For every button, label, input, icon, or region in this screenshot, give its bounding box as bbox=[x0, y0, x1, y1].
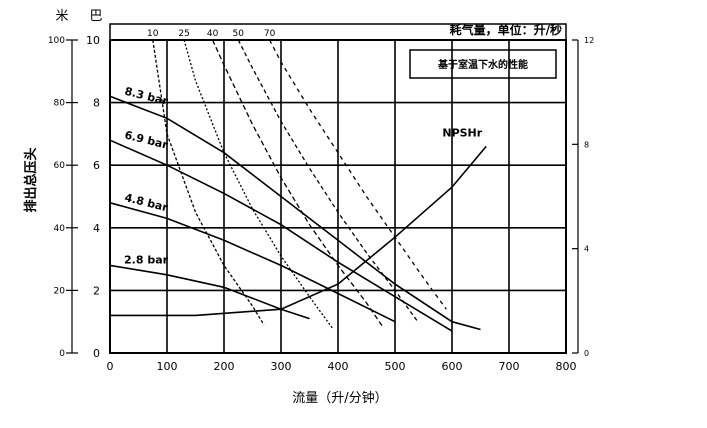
y-bar-tick-label: 10 bbox=[86, 34, 100, 47]
y-meter-tick-label: 80 bbox=[54, 99, 66, 109]
series-label: 2.8 bar bbox=[124, 253, 169, 266]
series-label: 4.8 bar bbox=[123, 191, 169, 214]
y-meter-tick-label: 60 bbox=[54, 161, 66, 171]
series-line-2-8-bar bbox=[109, 264, 310, 320]
air-consumption-tick-label: 70 bbox=[264, 29, 276, 39]
x-tick-label: 300 bbox=[271, 360, 292, 373]
grid-layer bbox=[110, 40, 566, 353]
y-right-tick-label: 12 bbox=[584, 36, 594, 45]
y-right-tick-label: 4 bbox=[584, 245, 589, 254]
air-consumption-curve-70 bbox=[269, 39, 447, 310]
y-meter-tick-label: 20 bbox=[54, 286, 66, 296]
x-tick-label: 800 bbox=[556, 360, 577, 373]
x-tick-label: 700 bbox=[499, 360, 520, 373]
y-bar-tick-label: 6 bbox=[93, 159, 100, 172]
air-consumption-tick-label: 50 bbox=[233, 29, 245, 39]
y-bar-tick-label: 0 bbox=[93, 347, 100, 360]
y-bar-tick-label: 4 bbox=[93, 222, 100, 235]
y-right-tick-label: 8 bbox=[584, 140, 589, 149]
series-label-npshr: NPSHr bbox=[442, 126, 482, 139]
top-axis-label: 耗气量，单位：升/秒 bbox=[450, 22, 562, 37]
y-bar-tick-label: 8 bbox=[93, 97, 100, 110]
left-unit-bar: 巴 bbox=[89, 9, 102, 24]
left-unit-meters: 米 bbox=[55, 9, 68, 24]
x-tick-label: 0 bbox=[107, 360, 114, 373]
air-consumption-tick-label: 25 bbox=[178, 29, 189, 39]
legend-box bbox=[409, 49, 557, 79]
y-meter-tick-label: 0 bbox=[59, 349, 65, 359]
x-axis-label: 流量（升/分钟） bbox=[292, 390, 387, 406]
x-tick-label: 200 bbox=[214, 360, 235, 373]
series-layer bbox=[109, 95, 487, 332]
air-consumption-curve-50 bbox=[237, 39, 419, 323]
y-meter-tick-label: 40 bbox=[54, 224, 66, 234]
series-line-8-3-bar bbox=[109, 95, 481, 331]
x-tick-label: 400 bbox=[328, 360, 349, 373]
y-meter-tick-label: 100 bbox=[48, 36, 65, 46]
air-consumption-curve-40 bbox=[212, 39, 385, 329]
air-consumption-tick-label: 10 bbox=[147, 29, 159, 39]
legend-box-text: 基于室温下水的性能 bbox=[437, 58, 528, 71]
series-line-6-9-bar bbox=[109, 139, 453, 332]
x-tick-label: 100 bbox=[157, 360, 178, 373]
series-line-npshr bbox=[110, 145, 487, 317]
air-consumption-tick-label: 40 bbox=[207, 29, 219, 39]
series-line-4-8-bar bbox=[109, 202, 396, 323]
air-consumption-curve-10 bbox=[152, 39, 265, 326]
x-tick-label: 600 bbox=[442, 360, 463, 373]
y-right-tick-label: 0 bbox=[584, 349, 589, 358]
axis-layer: 0 100 200 300 400 500 600 700 800024681002040608… bbox=[48, 29, 594, 373]
air-consumption-curves bbox=[152, 39, 447, 329]
x-tick-label: 500 bbox=[385, 360, 406, 373]
y-bar-tick-label: 2 bbox=[93, 284, 100, 297]
y-axis-label: 排出总压头 bbox=[23, 147, 39, 212]
